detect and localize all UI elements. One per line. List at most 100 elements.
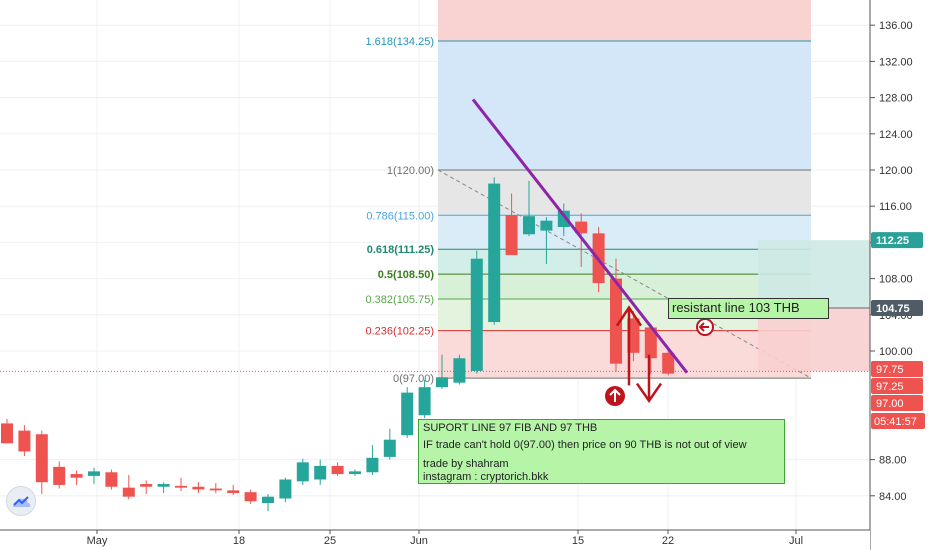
fibonacci-zone[interactable]: 1.618(134.25) 1(120.00) 0.786(115.00) 0.618… <box>0 0 870 385</box>
candle-body <box>70 474 83 478</box>
price-badge[interactable] <box>871 361 923 377</box>
candle-body <box>88 471 100 476</box>
candle-body <box>523 216 535 235</box>
fib-level-label: 0.618(111.25) <box>367 244 435 256</box>
candle-body <box>157 484 170 487</box>
candle-body <box>349 471 361 475</box>
support-note-title: SUPORT LINE 97 FIB AND 97 THB <box>423 422 598 434</box>
fib-level-label: 1.618(134.25) <box>366 36 435 48</box>
candle-body <box>488 183 501 323</box>
candle-body <box>53 466 66 485</box>
position-target-zone[interactable] <box>758 240 870 309</box>
candle-body <box>18 430 31 452</box>
candle-body <box>540 220 553 231</box>
price-tick-label: 100.00 <box>879 346 913 358</box>
price-tick-label: 88.00 <box>879 455 907 467</box>
price-badge-label: 97.00 <box>876 398 904 410</box>
time-axis[interactable]: May 18 25 Jun 15 22 Jul <box>0 529 870 550</box>
price-badge-label: 112.25 <box>876 235 909 247</box>
candle-body <box>35 434 48 483</box>
fib-level-label: 0.236(102.25) <box>366 326 435 338</box>
drawings-layer[interactable] <box>471 98 714 406</box>
down-arrow-head <box>635 382 663 403</box>
candle-body <box>401 392 414 436</box>
price-tick-label: 132.00 <box>879 56 913 68</box>
candle-body <box>383 439 396 457</box>
fib-level-label: 0(97.00) <box>393 373 434 385</box>
candle-body <box>227 490 240 494</box>
candle-body <box>122 487 135 497</box>
tradingview-cloud-icon[interactable] <box>6 486 36 516</box>
support-note-line3: instagram : cryptorich.bkk <box>423 471 549 483</box>
candle-body <box>244 492 257 502</box>
time-tick-label: Jun <box>410 535 428 547</box>
candle-body <box>366 457 379 473</box>
fib-level-label: 0.5(108.50) <box>378 269 435 281</box>
fib-level-label: 1(120.00) <box>387 165 434 177</box>
fib-band <box>438 41 811 170</box>
time-tick-label: Jul <box>789 535 803 547</box>
candle-body <box>453 358 466 383</box>
price-badge[interactable] <box>871 395 923 411</box>
price-tick-label: 128.00 <box>879 93 913 105</box>
support-note-line1: IF trade can't hold 0(97.00) then price … <box>423 439 747 451</box>
candle-body <box>1 423 13 444</box>
price-badge-label: 97.75 <box>876 364 904 376</box>
time-tick-label: 22 <box>662 535 674 547</box>
time-tick-label: 18 <box>233 535 245 547</box>
price-badge[interactable] <box>871 300 923 317</box>
candles-layer <box>1 177 675 512</box>
candle-body <box>331 465 344 475</box>
candle-body <box>296 462 309 482</box>
time-axis-bg <box>0 530 870 550</box>
countdown-label: 05:41:57 <box>874 416 917 428</box>
price-tick-label: 108.00 <box>879 274 913 286</box>
fib-level-label: 0.382(105.75) <box>366 294 435 306</box>
candle-body <box>557 210 570 228</box>
candle-body <box>662 352 675 374</box>
up-arrow-head <box>615 305 643 327</box>
price-badge[interactable] <box>871 378 923 394</box>
candle-body <box>175 485 187 488</box>
candle-body <box>314 465 327 480</box>
candle-body <box>105 472 118 487</box>
price-tick-label: 84.00 <box>879 491 907 503</box>
price-badge-label: 104.75 <box>876 303 910 315</box>
time-tick-label: 25 <box>324 535 336 547</box>
fib-level-label: 0.786(115.00) <box>366 210 434 222</box>
candle-body <box>575 221 588 234</box>
countdown-badge[interactable] <box>871 413 925 429</box>
resistance-note-text: resistant line 103 THB <box>672 300 800 315</box>
circle-up-glyph <box>609 388 621 402</box>
time-tick-label: May <box>87 535 108 547</box>
support-note-line2: trade by shahram <box>423 458 509 470</box>
resistance-note-box[interactable]: resistant line 103 THB <box>668 298 829 319</box>
price-tick-label: 124.00 <box>879 129 913 141</box>
candle-body <box>279 479 292 499</box>
candle-body <box>470 258 483 371</box>
candle-body <box>418 387 431 416</box>
candle-body <box>644 327 657 359</box>
candle-body <box>436 377 448 388</box>
price-axis[interactable]: 136.00 132.00 128.00 124.00 120.00 116.00 112.… <box>869 0 932 550</box>
candle-body <box>192 486 205 490</box>
candle-body <box>610 278 622 364</box>
fib-band <box>438 0 811 42</box>
price-tick-label: 120.00 <box>879 165 913 177</box>
price-badge[interactable] <box>871 232 923 249</box>
price-badge-label: 97.25 <box>876 381 904 393</box>
price-tick-label: 136.00 <box>879 20 913 32</box>
candle-body <box>262 496 274 504</box>
resistance-trendline[interactable] <box>471 98 689 374</box>
support-note-box[interactable]: SUPORT LINE 97 FIB AND 97 THB IF trade c… <box>418 419 785 484</box>
candle-body <box>209 488 222 491</box>
time-tick-label: 15 <box>572 535 584 547</box>
circle-left-glyph <box>698 322 709 332</box>
fib-band <box>438 330 811 379</box>
candle-body <box>505 215 518 256</box>
price-tick-label: 116.00 <box>879 201 912 213</box>
candle-body <box>140 484 153 487</box>
candle-body <box>627 318 640 353</box>
price-axis-bg <box>870 0 932 550</box>
